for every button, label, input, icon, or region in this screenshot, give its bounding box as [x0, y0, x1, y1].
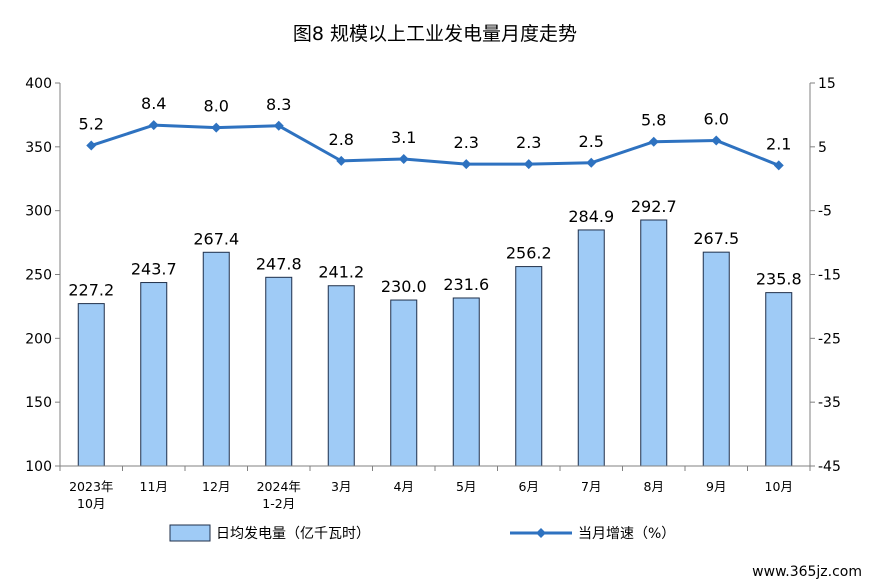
- line-point: [211, 122, 222, 133]
- bar: [577, 229, 605, 467]
- legend-line-marker: [536, 528, 546, 538]
- bar-data-label: 256.2: [506, 244, 552, 263]
- x-tick-label: 10月: [765, 479, 793, 494]
- bar: [640, 219, 668, 467]
- bar: [765, 292, 793, 467]
- x-tick-label: 7月: [581, 479, 601, 494]
- right-tick-label: 15: [818, 76, 836, 92]
- x-tick-label: 1-2月: [262, 496, 295, 511]
- bar: [202, 251, 230, 467]
- x-tick-label: 4月: [394, 479, 414, 494]
- legend-bar-label: 日均发电量（亿千瓦时）: [216, 526, 370, 542]
- bar: [327, 285, 355, 467]
- line-point: [773, 160, 784, 171]
- x-tick-label: 11月: [140, 479, 168, 494]
- bar-data-label: 267.5: [693, 229, 739, 248]
- left-tick-label: 300: [25, 204, 52, 220]
- line-data-label: 2.8: [329, 130, 354, 149]
- bar-data-label: 241.2: [318, 263, 364, 282]
- line-data-label: 2.5: [579, 132, 604, 151]
- legend-bar-swatch: [169, 524, 211, 542]
- bar: [390, 299, 418, 467]
- right-tick-label: -5: [818, 204, 832, 220]
- bar-data-label: 284.9: [568, 207, 614, 226]
- legend: 日均发电量（亿千瓦时） 当月增速（%）: [169, 524, 675, 542]
- right-tick-label: -25: [818, 331, 841, 347]
- line-data-label: 8.0: [204, 97, 229, 116]
- line-point: [523, 159, 534, 170]
- left-tick-label: 100: [25, 459, 52, 475]
- line-point: [711, 135, 722, 146]
- bar-data-label: 230.0: [381, 277, 427, 296]
- left-tick-label: 400: [25, 76, 52, 92]
- legend-line-label: 当月增速（%）: [578, 526, 675, 542]
- x-tick-label: 9月: [706, 479, 726, 494]
- bar-data-label: 231.6: [443, 275, 489, 294]
- axes: 100 150 200 250 300 350 400 -45 -35 -25 -15 -5 5 15 20…: [25, 76, 841, 511]
- line-data-label: 8.4: [141, 94, 166, 113]
- bar-data-label: 227.2: [68, 281, 114, 300]
- line-point: [273, 120, 284, 131]
- x-tick-label: 6月: [519, 479, 539, 494]
- line-point: [648, 136, 659, 147]
- left-tick-label: 150: [25, 395, 52, 411]
- left-tick-label: 250: [25, 268, 52, 284]
- line-data-label: 5.8: [641, 111, 666, 130]
- line-point: [398, 153, 409, 164]
- left-tick-label: 200: [25, 331, 52, 347]
- right-tick-label: -35: [818, 395, 841, 411]
- line-point: [148, 120, 159, 131]
- x-tick-label: 2024年: [257, 479, 301, 494]
- line-data-label: 2.3: [454, 133, 479, 152]
- x-tick-label: 10月: [77, 496, 105, 511]
- right-tick-label: -15: [818, 268, 841, 284]
- right-tick-label: -45: [818, 459, 841, 475]
- chart-title: 图8 规模以上工业发电量月度走势: [293, 23, 577, 45]
- x-tick-label: 8月: [644, 479, 664, 494]
- line-point: [86, 140, 97, 151]
- bar: [515, 266, 543, 467]
- x-tick-label: 5月: [456, 479, 476, 494]
- bar: [265, 276, 293, 467]
- line-point: [586, 157, 597, 168]
- line-data-label: 3.1: [391, 128, 416, 147]
- line-data-label: 2.3: [516, 133, 541, 152]
- line-data-label: 6.0: [704, 109, 729, 128]
- bar: [702, 251, 730, 467]
- bar-data-label: 292.7: [631, 197, 677, 216]
- bar: [140, 282, 168, 467]
- bar: [452, 297, 480, 467]
- bar-data-label: 267.4: [193, 229, 239, 248]
- right-tick-label: 5: [818, 140, 827, 156]
- x-tick-label: 3月: [331, 479, 351, 494]
- bar-data-label: 235.8: [756, 270, 802, 289]
- plot-area: 227.2 243.7 267.4 247.8 241.2 230.0 231.6 256.2…: [68, 94, 802, 467]
- x-tick-label: 2023年: [69, 479, 113, 494]
- line-point: [461, 159, 472, 170]
- line-data-label: 8.3: [266, 95, 291, 114]
- line-point: [336, 155, 347, 166]
- line-data-label: 2.1: [766, 134, 791, 153]
- growth-line: [90, 123, 780, 167]
- bar-data-label: 247.8: [256, 254, 302, 273]
- bar: [77, 303, 105, 467]
- x-tick-label: 12月: [202, 479, 230, 494]
- line-data-label: 5.2: [79, 115, 104, 134]
- watermark: www.365jz.com: [752, 564, 862, 580]
- bar-data-label: 243.7: [131, 260, 177, 279]
- left-tick-label: 350: [25, 140, 52, 156]
